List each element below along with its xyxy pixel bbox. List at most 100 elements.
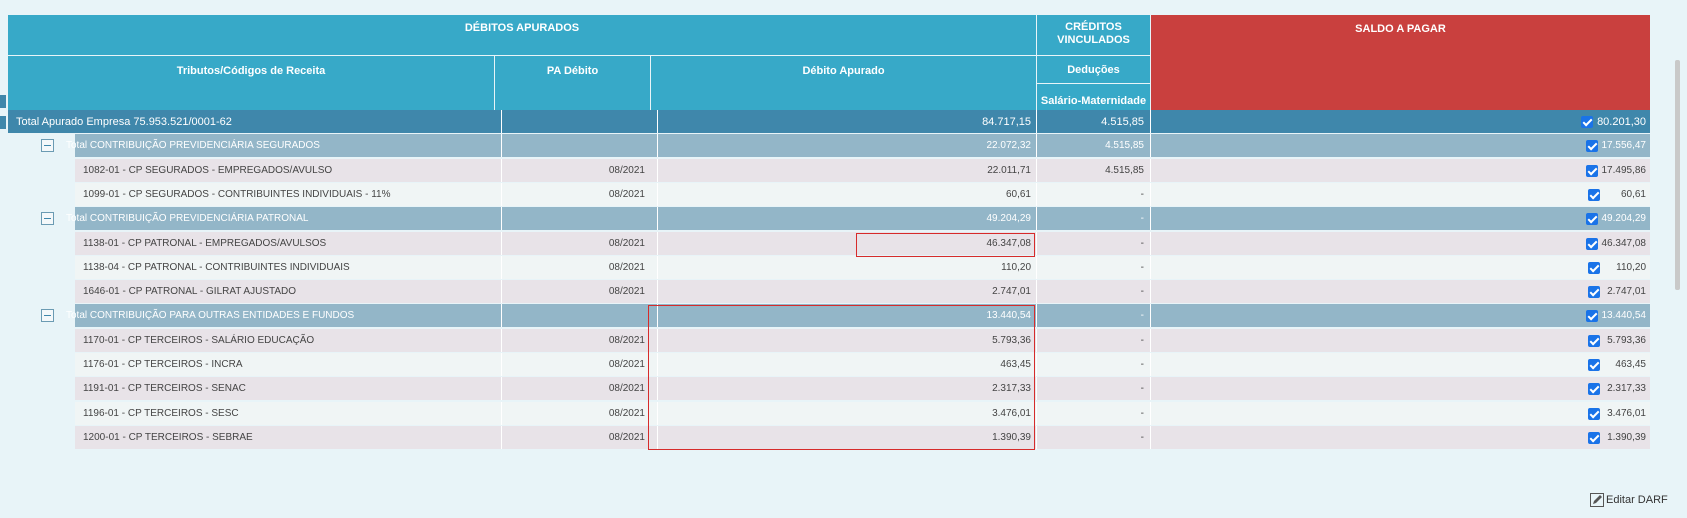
row-pa-debito [501,304,645,327]
column-divider [1150,110,1151,133]
saldo-checkbox[interactable] [1588,188,1600,201]
pencil-icon [1590,493,1604,507]
row-deducao: - [1140,310,1144,321]
column-divider [501,329,502,352]
collapse-toggle[interactable] [41,212,54,225]
column-divider [1036,110,1037,133]
row-debito-apurado: 2.317,33 [992,383,1031,394]
column-divider [1150,377,1151,400]
saldo-checkbox[interactable] [1588,407,1600,420]
row-pa-debito: 08/2021 [608,335,645,346]
saldo-checkbox[interactable] [1585,139,1598,152]
header-creditos-line1: CRÉDITOS [1065,21,1122,33]
saldo-checkbox[interactable] [1588,261,1600,274]
row-pa-debito: 08/2021 [608,238,645,249]
header-creditos-line2: VINCULADOS [1057,34,1130,46]
column-divider [657,207,658,230]
saldo-checkbox[interactable] [1588,358,1600,371]
saldo-value: 3.476,01 [1607,408,1646,419]
row-debito-apurado: 49.204,29 [986,213,1032,224]
saldo-value: 463,45 [1615,359,1646,370]
saldo-checkbox[interactable] [1588,431,1600,444]
row-label: 1138-04 - CP PATRONAL - CONTRIBUINTES IN… [83,262,350,273]
column-divider [1150,329,1151,352]
column-divider [501,426,502,449]
header-col-tributos-label: Tributos/Códigos de Receita [176,65,326,77]
row-pa-debito: 08/2021 [608,408,645,419]
column-divider [1036,304,1037,327]
row-saldo: 46.347,08 [1150,232,1646,255]
column-divider [1150,183,1151,206]
column-divider [1150,256,1151,279]
collapse-toggle[interactable] [41,139,54,152]
header-col-pa-debito-label: PA Débito [546,65,599,77]
row-label: 1196-01 - CP TERCEIROS - SESC [83,408,239,419]
row-deducao: - [1140,238,1144,249]
column-divider [501,353,502,376]
column-divider [657,402,658,425]
saldo-value: 46.347,08 [1601,238,1647,249]
saldo-checkbox[interactable] [1585,309,1598,322]
table-row: 1646-01 - CP PATRONAL - GILRAT AJUSTADO 0… [75,280,1650,303]
row-saldo: 49.204,29 [1150,207,1646,230]
saldo-checkbox[interactable] [1588,334,1600,347]
column-divider [501,207,502,230]
table-row: 1200-01 - CP TERCEIROS - SEBRAE 08/2021 1.… [75,426,1650,449]
left-edge-toggle[interactable] [0,116,6,129]
column-divider [501,256,502,279]
saldo-checkbox[interactable] [1588,382,1600,395]
column-divider [657,159,658,182]
row-deducao: - [1140,359,1144,370]
column-divider [657,232,658,255]
total-row: Total Apurado Empresa 75.953.521/0001-62… [8,110,1650,133]
row-pa-debito: 08/2021 [608,359,645,370]
row-pa-debito: 08/2021 [608,262,645,273]
row-debito-apurado: 1.390,39 [992,432,1031,443]
edit-darf-link[interactable]: Editar DARF [1590,493,1668,507]
row-debito-apurado: 5.793,36 [992,335,1031,346]
row-label: 1191-01 - CP TERCEIROS - SENAC [83,383,246,394]
saldo-checkbox[interactable] [1581,115,1594,128]
row-pa-debito: 08/2021 [608,383,645,394]
saldo-value: 17.495,86 [1601,165,1647,176]
saldo-checkbox[interactable] [1585,164,1598,177]
column-divider [501,402,502,425]
column-divider [1036,426,1037,449]
table-row: 1138-04 - CP PATRONAL - CONTRIBUINTES IN… [75,256,1650,279]
row-deducao: - [1140,408,1144,419]
column-divider [1036,183,1037,206]
row-debito-apurado: 3.476,01 [992,408,1031,419]
collapse-toggle[interactable] [41,309,54,322]
saldo-checkbox[interactable] [1585,237,1598,250]
saldo-value: 60,61 [1620,189,1646,200]
saldo-value: 80.201,30 [1597,115,1646,128]
row-pa-debito [501,110,645,133]
row-pa-debito [501,207,645,230]
table-row: 1176-01 - CP TERCEIROS - INCRA 08/2021 463… [75,353,1650,376]
column-divider [657,256,658,279]
row-debito-apurado: 2.747,01 [992,286,1031,297]
column-divider [1150,304,1151,327]
vertical-scrollbar[interactable] [1675,60,1680,290]
row-debito-apurado: 110,20 [1001,262,1031,273]
column-divider [1150,426,1151,449]
column-divider [501,110,502,133]
row-pa-debito [501,134,645,157]
left-edge-toggle[interactable] [0,95,6,108]
header-saldo-a-pagar: SALDO A PAGAR [1151,15,1650,117]
row-deducao: - [1140,262,1144,273]
row-label: 1138-01 - CP PATRONAL - EMPREGADOS/AVULS… [83,238,327,249]
row-debito-apurado: 22.011,71 [987,165,1031,176]
saldo-checkbox[interactable] [1585,212,1598,225]
row-label: Total Apurado Empresa 75.953.521/0001-62 [16,115,232,128]
column-divider [1150,134,1151,157]
row-label: Total CONTRIBUIÇÃO PREVIDENCIÁRIA SEGURA… [66,140,320,151]
column-divider [657,353,658,376]
row-debito-apurado: 60,61 [1005,189,1031,200]
row-label: Total CONTRIBUIÇÃO PARA OUTRAS ENTIDADES… [66,310,355,321]
column-divider [657,304,658,327]
saldo-checkbox[interactable] [1588,285,1600,298]
table-row: 1170-01 - CP TERCEIROS - SALÁRIO EDUCAÇÃ… [75,329,1650,352]
table-row: 1138-01 - CP PATRONAL - EMPREGADOS/AVULS… [75,232,1650,255]
column-divider [657,110,658,133]
